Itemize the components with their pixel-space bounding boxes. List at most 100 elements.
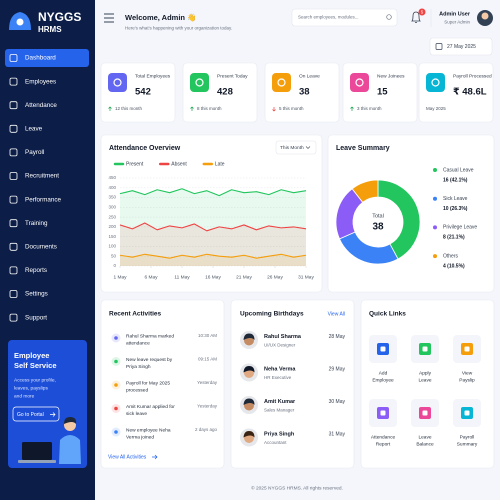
legend-label: Late [215, 161, 225, 167]
quick-link-label[interactable]: Balance [416, 441, 434, 447]
quick-link-label[interactable]: Leave [418, 377, 431, 383]
avatar-hair [243, 366, 255, 373]
nav-item[interactable]: Training [25, 220, 48, 227]
illustration-laptop [22, 442, 52, 460]
search-placeholder[interactable]: Search employees, modules... [298, 15, 359, 20]
logo-dot [16, 18, 24, 26]
legend-label: Present [126, 161, 144, 167]
stat-icon-glyph [431, 78, 440, 87]
stat-change: 12 this month [115, 106, 143, 111]
activity-text: New employee Neha [126, 427, 171, 433]
activity-text: Verma joined [126, 434, 154, 440]
stat-icon-glyph [355, 78, 364, 87]
brand-name: NYGGS [38, 10, 81, 24]
nav-item[interactable]: Support [25, 314, 47, 321]
activity-icon [114, 359, 118, 364]
chart-dropdown-text[interactable]: This Month [280, 145, 304, 151]
quick-link-label[interactable]: Summary [457, 441, 478, 447]
stat-value: 15 [377, 87, 388, 98]
stat-change: 5 this month [279, 106, 304, 111]
chart-title: Leave Summary [336, 145, 390, 152]
quick-link-label[interactable]: Payslip [459, 377, 475, 383]
birthdays-link[interactable]: View All [328, 311, 345, 317]
quick-link-label[interactable]: Payroll [460, 434, 475, 440]
bell-icon[interactable] [411, 11, 421, 23]
legend-label: Casual Leave [443, 167, 474, 173]
nav-item[interactable]: Documents [25, 243, 57, 250]
stat-change: 3 this month [357, 106, 382, 111]
nav-icon [9, 101, 18, 110]
x-tick-label: 1 May [113, 274, 127, 280]
y-tick-label: 0 [113, 263, 116, 268]
activity-text: Rahul Sharma marked [126, 333, 174, 339]
series-line [119, 222, 307, 232]
nav-icon [9, 195, 18, 204]
stat-icon-glyph [195, 78, 204, 87]
legend-dot [433, 225, 437, 230]
promo-button-text[interactable]: Go to Portal [17, 412, 44, 418]
nav-item[interactable]: Payroll [25, 149, 44, 156]
nav-icon [9, 54, 18, 62]
quick-link-label[interactable]: Add [379, 370, 388, 376]
chart-title: Attendance Overview [109, 145, 181, 152]
nav-item[interactable]: Recruitment [25, 173, 59, 180]
illustration-body [59, 435, 81, 464]
quick-link-label[interactable]: Report [376, 441, 391, 447]
activity-text: Amit Kumar applied for [126, 404, 175, 410]
quick-link-label[interactable]: Attendance [371, 434, 396, 440]
nav-item[interactable]: Settings [25, 291, 48, 298]
chart-card [100, 134, 323, 293]
quick-link-label[interactable]: Leave [418, 434, 431, 440]
birthday-name: Rahul Sharma [264, 334, 302, 340]
user-avatar-face [481, 12, 489, 20]
quick-link-label[interactable]: View [462, 370, 473, 376]
calendar-icon [435, 43, 443, 50]
nav-item[interactable]: Performance [25, 196, 62, 203]
quick-link-glyph [464, 410, 470, 416]
date-box[interactable] [429, 37, 493, 56]
notification-count: 5 [421, 9, 424, 14]
welcome-subtitle: Here's what's happening with your organi… [125, 26, 232, 31]
nav-active [5, 49, 89, 67]
nav-icon [9, 219, 18, 228]
card-title: Quick Links [369, 311, 406, 318]
quick-link-glyph [380, 410, 386, 416]
nav-item[interactable]: Dashboard [25, 55, 56, 62]
activity-icon [114, 383, 118, 387]
activity-time: Yesterday [197, 380, 218, 385]
activity-text: Priya Singh [126, 364, 151, 370]
nav-item[interactable]: Employees [25, 78, 56, 85]
nav-item[interactable]: Leave [25, 125, 43, 132]
stat-label: Payroll Processed [453, 73, 492, 79]
nav-item[interactable]: Reports [25, 267, 47, 274]
date-text: 27 May 2025 [447, 44, 476, 50]
nav-item[interactable]: Attendance [25, 102, 57, 109]
birthday-name: Amit Kumar [264, 399, 296, 405]
nav-icon [9, 266, 18, 275]
series-area [120, 254, 306, 266]
quick-link-label[interactable]: Employee [372, 377, 394, 383]
promo-button[interactable] [12, 406, 60, 422]
activity-time: 09:15 AM [198, 357, 217, 362]
link-arrow [152, 454, 158, 460]
x-tick-label: 21 May [236, 274, 252, 280]
chart-dropdown[interactable] [275, 140, 317, 155]
activity-text: sick leave [126, 411, 147, 417]
search-box[interactable] [291, 8, 398, 27]
y-tick-label: 100 [108, 244, 116, 249]
activities-link[interactable]: View All Activities [108, 454, 147, 460]
quick-link-label[interactable]: Apply [419, 370, 432, 376]
donut-center-label: Total [372, 213, 384, 219]
quick-link-glyph [422, 346, 428, 352]
legend-label: Sick Leave [443, 196, 468, 202]
footer: © 2025 NYGGS HRMS. All rights reserved. [251, 484, 343, 491]
birthday-name: Priya Singh [264, 431, 295, 437]
avatar-hair [243, 431, 255, 438]
stat-change: May 2025 [426, 106, 446, 111]
stat-label: New Joinees [377, 73, 405, 79]
y-tick-label: 400 [108, 185, 116, 190]
x-tick-label: 31 May [298, 274, 314, 280]
birthday-date: 30 May [329, 399, 346, 405]
card-title: Recent Activities [109, 311, 162, 318]
